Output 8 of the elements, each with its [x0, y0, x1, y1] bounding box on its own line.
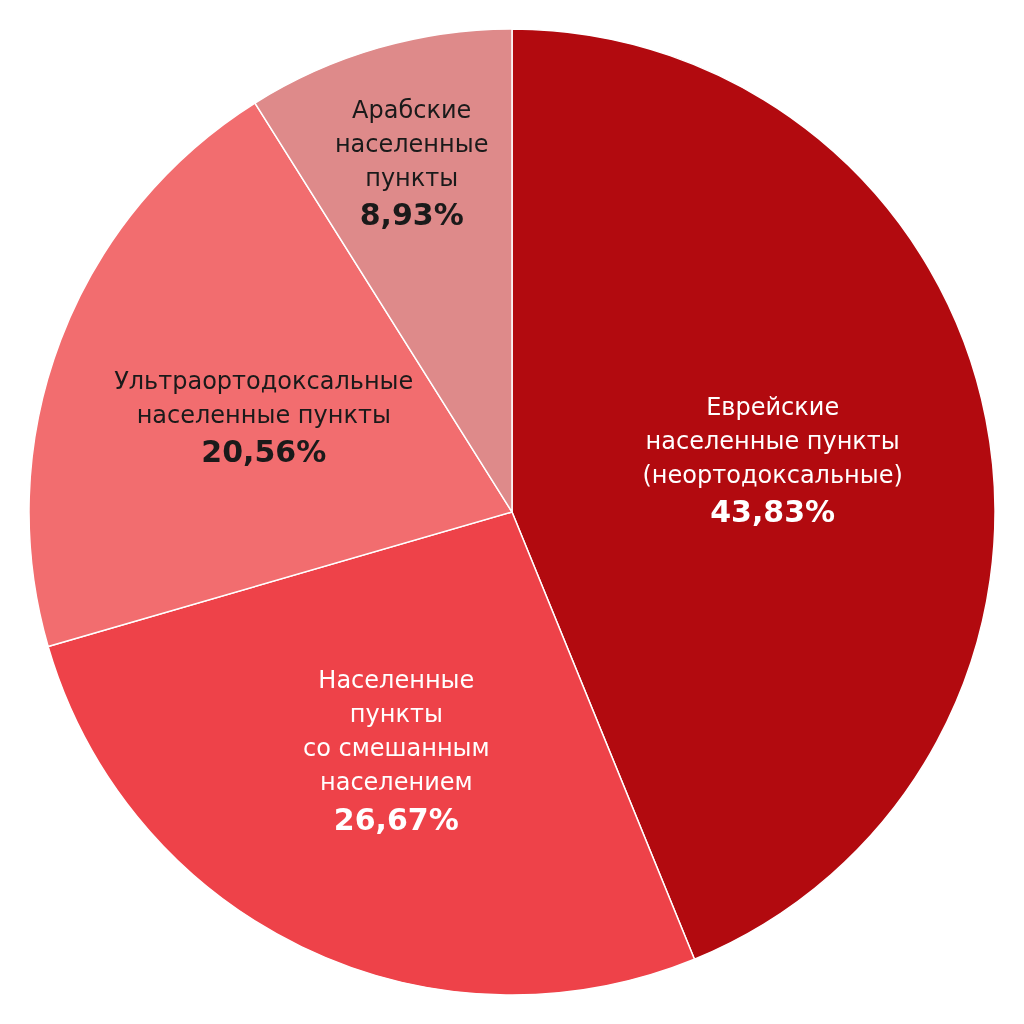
slice-label: Населенные пункты со смешанным населением — [302, 666, 490, 797]
slice-label: Ультраортодоксальные населенные пункты — [114, 366, 414, 429]
slice-label: Арабские населенные пункты — [334, 95, 489, 192]
data-label: 26,67% — [333, 801, 459, 837]
data-label: 8,93% — [359, 197, 464, 233]
data-label: 43,83% — [710, 494, 836, 530]
data-label: 20,56% — [201, 434, 327, 470]
slice-label: Еврейские населенные пункты (неортодоксальные) — [642, 392, 903, 489]
